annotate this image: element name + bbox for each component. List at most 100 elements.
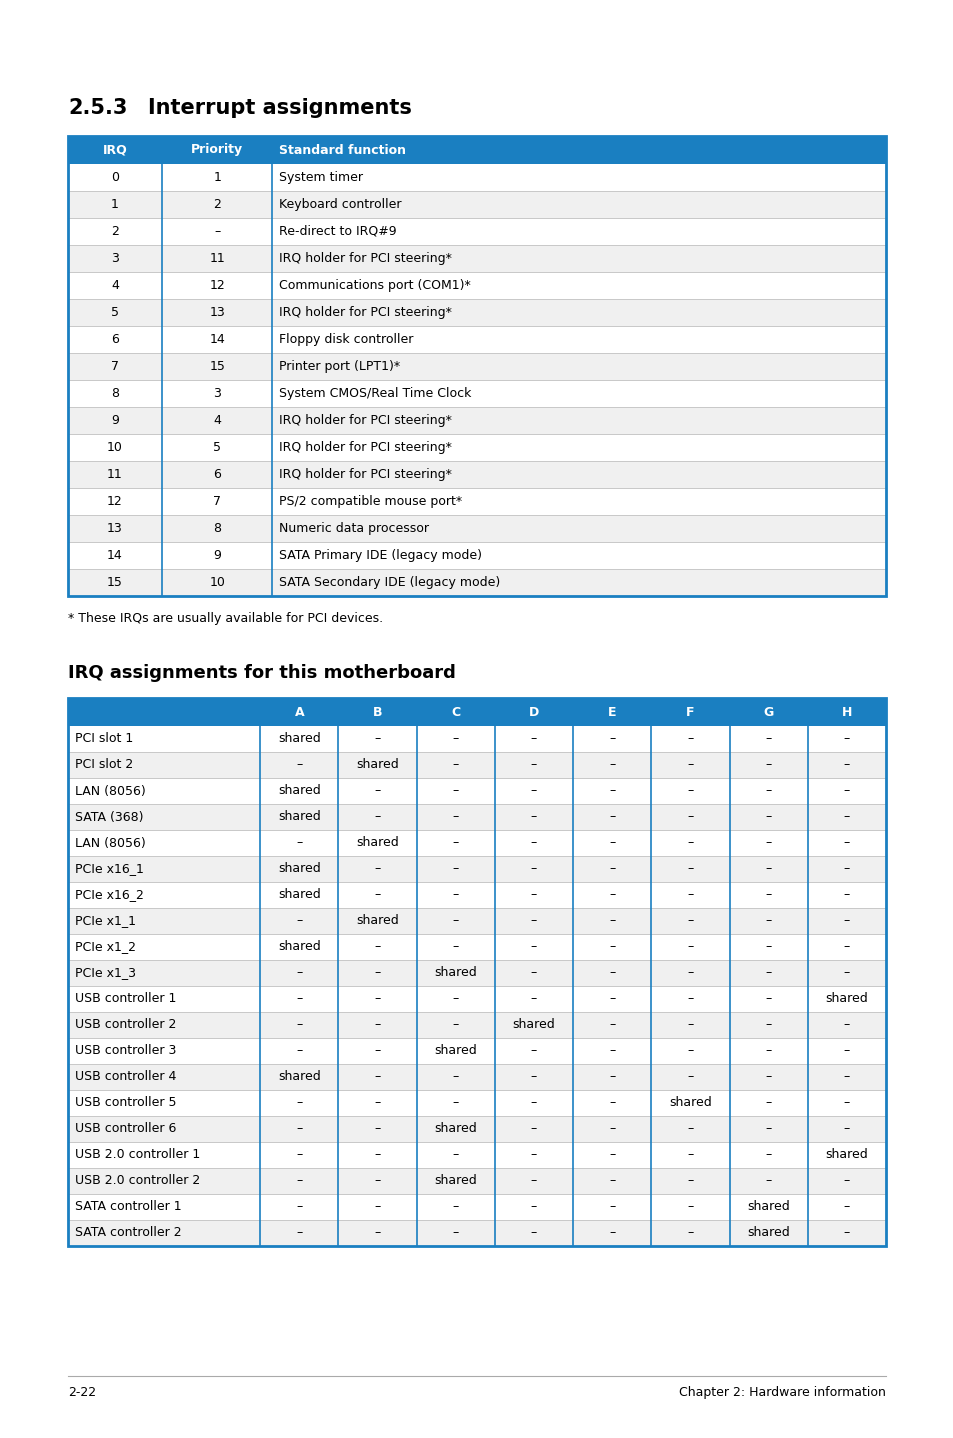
Text: 1: 1 xyxy=(213,171,221,184)
Text: –: – xyxy=(686,758,693,772)
Text: Priority: Priority xyxy=(191,144,243,157)
Text: USB controller 2: USB controller 2 xyxy=(75,1018,176,1031)
Text: shared: shared xyxy=(746,1227,789,1240)
Text: Numeric data processor: Numeric data processor xyxy=(279,522,429,535)
Text: –: – xyxy=(686,966,693,979)
Text: 8: 8 xyxy=(213,522,221,535)
Text: –: – xyxy=(764,1175,771,1188)
Text: –: – xyxy=(374,732,380,745)
Bar xyxy=(68,804,885,830)
Text: 2: 2 xyxy=(213,198,221,211)
Bar xyxy=(68,299,885,326)
Text: –: – xyxy=(842,1097,849,1110)
Text: SATA Secondary IDE (legacy mode): SATA Secondary IDE (legacy mode) xyxy=(279,577,500,590)
Text: USB controller 3: USB controller 3 xyxy=(75,1044,176,1057)
Text: shared: shared xyxy=(434,1175,476,1188)
Text: –: – xyxy=(764,915,771,928)
Text: –: – xyxy=(608,1227,615,1240)
Text: –: – xyxy=(530,1123,537,1136)
Bar xyxy=(68,881,885,907)
Bar xyxy=(68,515,885,542)
Text: shared: shared xyxy=(277,811,320,824)
Text: –: – xyxy=(608,940,615,953)
Bar xyxy=(68,935,885,961)
Text: LAN (8056): LAN (8056) xyxy=(75,785,146,798)
Text: –: – xyxy=(608,1097,615,1110)
Text: shared: shared xyxy=(824,1149,867,1162)
Text: 4: 4 xyxy=(213,414,221,427)
Text: shared: shared xyxy=(434,966,476,979)
Text: 8: 8 xyxy=(111,387,119,400)
Text: 7: 7 xyxy=(111,360,119,372)
Text: –: – xyxy=(374,785,380,798)
Bar xyxy=(68,1194,885,1219)
Text: –: – xyxy=(686,915,693,928)
Text: –: – xyxy=(686,1123,693,1136)
Text: 0: 0 xyxy=(111,171,119,184)
Text: –: – xyxy=(452,837,458,850)
Text: –: – xyxy=(608,1123,615,1136)
Text: 2.5.3: 2.5.3 xyxy=(68,98,128,118)
Bar xyxy=(68,191,885,219)
Text: –: – xyxy=(530,1227,537,1240)
Text: –: – xyxy=(374,1070,380,1083)
Text: –: – xyxy=(608,966,615,979)
Text: –: – xyxy=(764,785,771,798)
Text: Printer port (LPT1)*: Printer port (LPT1)* xyxy=(279,360,400,372)
Text: shared: shared xyxy=(277,1070,320,1083)
Bar xyxy=(68,380,885,407)
Text: –: – xyxy=(374,1097,380,1110)
Text: USB controller 1: USB controller 1 xyxy=(75,992,176,1005)
Text: PCI slot 2: PCI slot 2 xyxy=(75,758,133,772)
Text: 10: 10 xyxy=(209,577,225,590)
Text: –: – xyxy=(452,1149,458,1162)
Text: –: – xyxy=(764,863,771,876)
Text: –: – xyxy=(842,837,849,850)
Text: –: – xyxy=(295,1097,302,1110)
Text: shared: shared xyxy=(277,889,320,902)
Text: B: B xyxy=(373,706,382,719)
Text: –: – xyxy=(842,1201,849,1214)
Text: shared: shared xyxy=(824,992,867,1005)
Text: –: – xyxy=(686,940,693,953)
Text: –: – xyxy=(452,811,458,824)
Text: Floppy disk controller: Floppy disk controller xyxy=(279,334,414,347)
Bar xyxy=(68,352,885,380)
Text: –: – xyxy=(842,863,849,876)
Text: 2-22: 2-22 xyxy=(68,1386,96,1399)
Text: 11: 11 xyxy=(210,252,225,265)
Text: –: – xyxy=(608,758,615,772)
Text: –: – xyxy=(764,1070,771,1083)
Text: SATA controller 1: SATA controller 1 xyxy=(75,1201,181,1214)
Bar xyxy=(68,830,885,856)
Bar xyxy=(68,986,885,1012)
Text: USB controller 6: USB controller 6 xyxy=(75,1123,176,1136)
Text: shared: shared xyxy=(512,1018,555,1031)
Text: –: – xyxy=(452,940,458,953)
Text: –: – xyxy=(686,889,693,902)
Text: –: – xyxy=(608,732,615,745)
Text: shared: shared xyxy=(434,1123,476,1136)
Bar xyxy=(68,778,885,804)
Text: –: – xyxy=(530,863,537,876)
Text: E: E xyxy=(607,706,616,719)
Text: shared: shared xyxy=(277,940,320,953)
Text: –: – xyxy=(608,1044,615,1057)
Text: –: – xyxy=(764,992,771,1005)
Text: –: – xyxy=(374,1018,380,1031)
Bar xyxy=(68,462,885,487)
Text: –: – xyxy=(686,1044,693,1057)
Text: –: – xyxy=(686,732,693,745)
Bar xyxy=(68,542,885,569)
Text: 3: 3 xyxy=(111,252,119,265)
Text: 1: 1 xyxy=(111,198,119,211)
Text: 12: 12 xyxy=(210,279,225,292)
Text: SATA (368): SATA (368) xyxy=(75,811,143,824)
Text: –: – xyxy=(295,1149,302,1162)
Text: 15: 15 xyxy=(209,360,225,372)
Text: –: – xyxy=(686,811,693,824)
Text: Interrupt assignments: Interrupt assignments xyxy=(148,98,412,118)
Text: –: – xyxy=(530,758,537,772)
Text: –: – xyxy=(452,1097,458,1110)
Text: –: – xyxy=(686,785,693,798)
